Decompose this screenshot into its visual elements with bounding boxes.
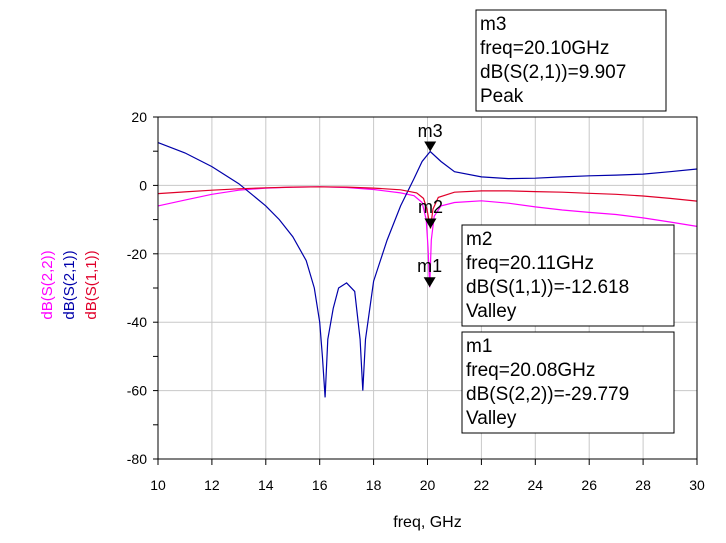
y-tick-label: 0 [139,177,147,193]
marker-m3-readout-line: freq=20.10GHz [480,38,609,59]
x-tick-label: 18 [366,477,382,493]
x-tick-label: 30 [689,477,705,493]
marker-m2-readout-line: Valley [466,301,517,322]
x-tick-label: 16 [312,477,328,493]
y-tick-label: -20 [127,246,147,262]
x-tick-label: 10 [150,477,166,493]
marker-m3-label: m3 [418,121,443,141]
marker-m3-readout-line: m3 [480,14,506,35]
marker-m2-readout-line: freq=20.11GHz [466,253,594,274]
marker-m1-readout-line: freq=20.08GHz [466,360,595,381]
y-axis-labels: dB(S(2,2)) dB(S(2,1)) dB(S(1,1)) [39,250,100,319]
x-tick-label: 14 [258,477,274,493]
marker-m3-readout-line: Peak [480,86,524,107]
marker-m1-readout-line: m1 [466,336,492,357]
marker-m2-box [461,224,675,327]
series-line-db-s-2-1- [157,142,698,398]
marker-m1-box [461,331,675,434]
x-tick-label: 26 [581,477,597,493]
x-tick-labels: 10 12 14 16 18 20 22 24 26 28 30 [150,459,705,493]
marker-m2-readout-line: m2 [466,229,492,250]
y-tick-label: 20 [131,109,147,125]
x-tick-label: 20 [420,477,436,493]
y-tick-label: -40 [127,314,147,330]
marker-m1-readout-line: dB(S(2,2))=-29.779 [466,384,629,405]
marker-m2-triangle [424,218,437,229]
marker-m1-readout-line: Valley [466,408,517,429]
legend-label: dB(S(2,1)) [61,250,78,319]
marker-m1-label: m1 [417,256,442,276]
marker-m3-triangle [424,141,437,152]
y-tick-label: -60 [127,383,147,399]
marker-m1-triangle [423,277,436,288]
marker-m3-readout-line: dB(S(2,1))=9.907 [480,62,626,83]
y-tick-labels: 20 0 -20 -40 -60 -80 [127,109,158,467]
legend-label: dB(S(2,2)) [39,250,56,319]
x-axis-label: freq, GHz [393,514,461,531]
marker-m2-label: m2 [418,197,443,217]
x-tick-label: 12 [204,477,220,493]
marker-m2-readout-line: dB(S(1,1))=-12.618 [466,277,629,298]
chart-markers: m3 m2 m1 [417,121,443,288]
y-tick-label: -80 [127,451,147,467]
marker-readouts: m3 freq=20.10GHz dB(S(2,1))=9.907 Peak m2 fre… [461,9,675,434]
legend-label: dB(S(1,1)) [83,250,100,319]
marker-m3-box [475,9,667,112]
x-tick-label: 28 [635,477,651,493]
x-tick-label: 22 [474,477,490,493]
x-tick-label: 24 [528,477,544,493]
